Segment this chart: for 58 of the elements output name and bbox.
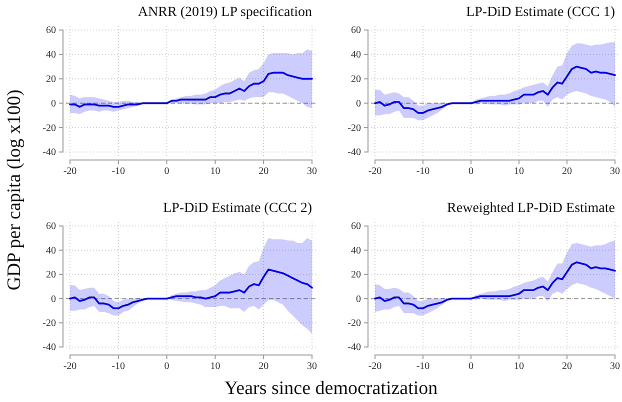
x-tick-label: -20	[63, 361, 77, 372]
line-series	[374, 261, 616, 310]
y-tick-label: -20	[348, 318, 361, 329]
x-tick-label: 20	[562, 361, 572, 372]
y-tick-label: 40	[351, 245, 361, 256]
y-tick-label: 0	[356, 98, 361, 110]
x-tick-label: 10	[210, 166, 220, 178]
x-tick-label: 30	[307, 166, 317, 178]
y-tick-label: -20	[42, 318, 56, 329]
x-tick-label: -10	[416, 166, 430, 178]
x-tick-label: 0	[164, 166, 170, 178]
y-axis-title: GDP per capita (log x100)	[4, 90, 25, 290]
y-tick-label: -20	[42, 122, 56, 134]
line-series	[69, 72, 313, 108]
x-tick-label: 0	[468, 361, 474, 372]
chart-title: LP-DiD Estimate (CCC 1)	[466, 5, 616, 20]
x-tick-label: 30	[307, 361, 317, 372]
x-tick-label: -20	[63, 166, 77, 178]
y-tick-label: 40	[46, 245, 56, 256]
x-tick-label: 0	[164, 361, 170, 372]
y-tick-label: -40	[42, 147, 56, 158]
y-tick-label: 60	[351, 221, 361, 232]
y-tick-label: -40	[348, 147, 361, 158]
x-tick-label: -20	[368, 361, 382, 372]
y-tick-label: -20	[348, 122, 361, 134]
x-tick-label: 30	[610, 361, 620, 372]
x-tick-label: 10	[210, 361, 220, 372]
line-series	[374, 66, 616, 114]
y-tick-label: 40	[46, 50, 56, 61]
y-tick-label: 0	[51, 98, 56, 110]
x-axis-title: Years since democratization	[224, 378, 438, 399]
y-tick-label: 40	[351, 50, 361, 61]
y-tick-label: 20	[351, 74, 361, 85]
y-tick-label: -40	[42, 342, 56, 354]
x-tick-label: 20	[258, 166, 269, 178]
y-tick-label: -40	[348, 342, 361, 354]
x-tick-label: 10	[514, 361, 524, 372]
y-tick-label: 0	[356, 294, 361, 305]
y-tick-label: 60	[351, 25, 361, 36]
y-tick-label: 60	[46, 221, 56, 232]
line-series	[69, 268, 313, 310]
y-tick-label: 0	[51, 294, 56, 305]
chart-title: Reweighted LP-DiD Estimate	[447, 201, 615, 216]
chart-title: ANRR (2019) LP specification	[138, 5, 312, 20]
x-tick-label: 20	[562, 166, 572, 178]
chart-title: LP-DiD Estimate (CCC 2)	[163, 201, 312, 216]
y-tick-label: 20	[351, 270, 361, 281]
y-tick-label: 60	[46, 25, 56, 36]
y-tick-label: 20	[46, 270, 56, 281]
x-tick-label: 30	[610, 166, 620, 178]
y-tick-label: 20	[46, 74, 56, 85]
x-tick-label: -10	[112, 166, 126, 178]
x-tick-label: 20	[258, 361, 269, 372]
x-tick-label: -10	[416, 361, 430, 372]
x-tick-label: -20	[368, 166, 382, 178]
x-tick-label: -10	[112, 361, 126, 372]
x-tick-label: 10	[514, 166, 524, 178]
x-tick-label: 0	[468, 166, 474, 178]
